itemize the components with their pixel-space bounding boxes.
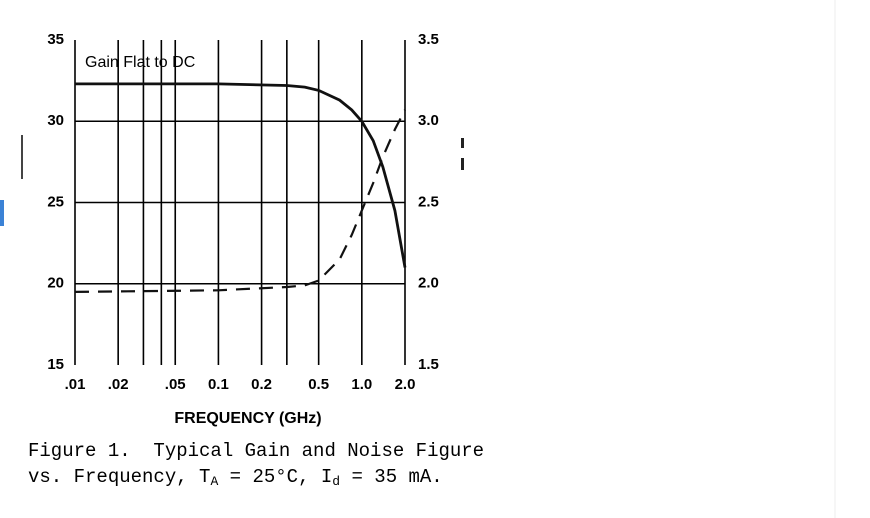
x-tick-label: .05	[165, 376, 186, 393]
x-tick-label: 0.2	[251, 376, 272, 393]
caption: Figure 1. Typical Gain and Noise Figure	[28, 440, 484, 462]
y-tick-label: 35	[47, 31, 64, 48]
caption-text: vs. Frequency, T	[28, 466, 210, 488]
x-axis-label: FREQUENCY (GHz)	[174, 410, 321, 427]
y-tick-label: 30	[47, 112, 64, 129]
annotation: Gain Flat to DC	[85, 54, 195, 71]
side-dash	[461, 158, 464, 170]
caption-sub: A	[210, 474, 218, 489]
caption: vs. Frequency, TA = 25°C, Id = 35 mA.	[28, 466, 443, 489]
caption-text: = 25°C, I	[218, 466, 332, 488]
y-tick-label: 15	[47, 356, 64, 373]
x-tick-label: 0.5	[308, 376, 329, 393]
side-dash	[461, 138, 464, 148]
x-tick-label: 0.1	[208, 376, 229, 393]
x-tick-label: 1.0	[351, 376, 372, 393]
x-tick-label: 2.0	[395, 376, 416, 393]
side-bar	[21, 135, 23, 179]
y2-tick-label: 1.5	[418, 356, 439, 373]
y-tick-label: 20	[47, 275, 64, 292]
y-tick-label: 25	[47, 193, 64, 210]
caption-text: Figure 1. Typical Gain and Noise Figure	[28, 440, 484, 462]
y2-tick-label: 2.5	[418, 193, 439, 210]
caption-text: = 35 mA.	[340, 466, 443, 488]
y2-tick-label: 2.0	[418, 275, 439, 292]
series-line	[75, 82, 407, 268]
y2-tick-label: 3.5	[418, 31, 439, 48]
x-tick-label: .02	[108, 376, 129, 393]
y2-tick-label: 3.0	[418, 112, 439, 129]
side-marker	[0, 200, 4, 226]
caption-sub: d	[332, 474, 340, 489]
series-line	[74, 109, 406, 293]
x-tick-label: .01	[65, 376, 86, 393]
